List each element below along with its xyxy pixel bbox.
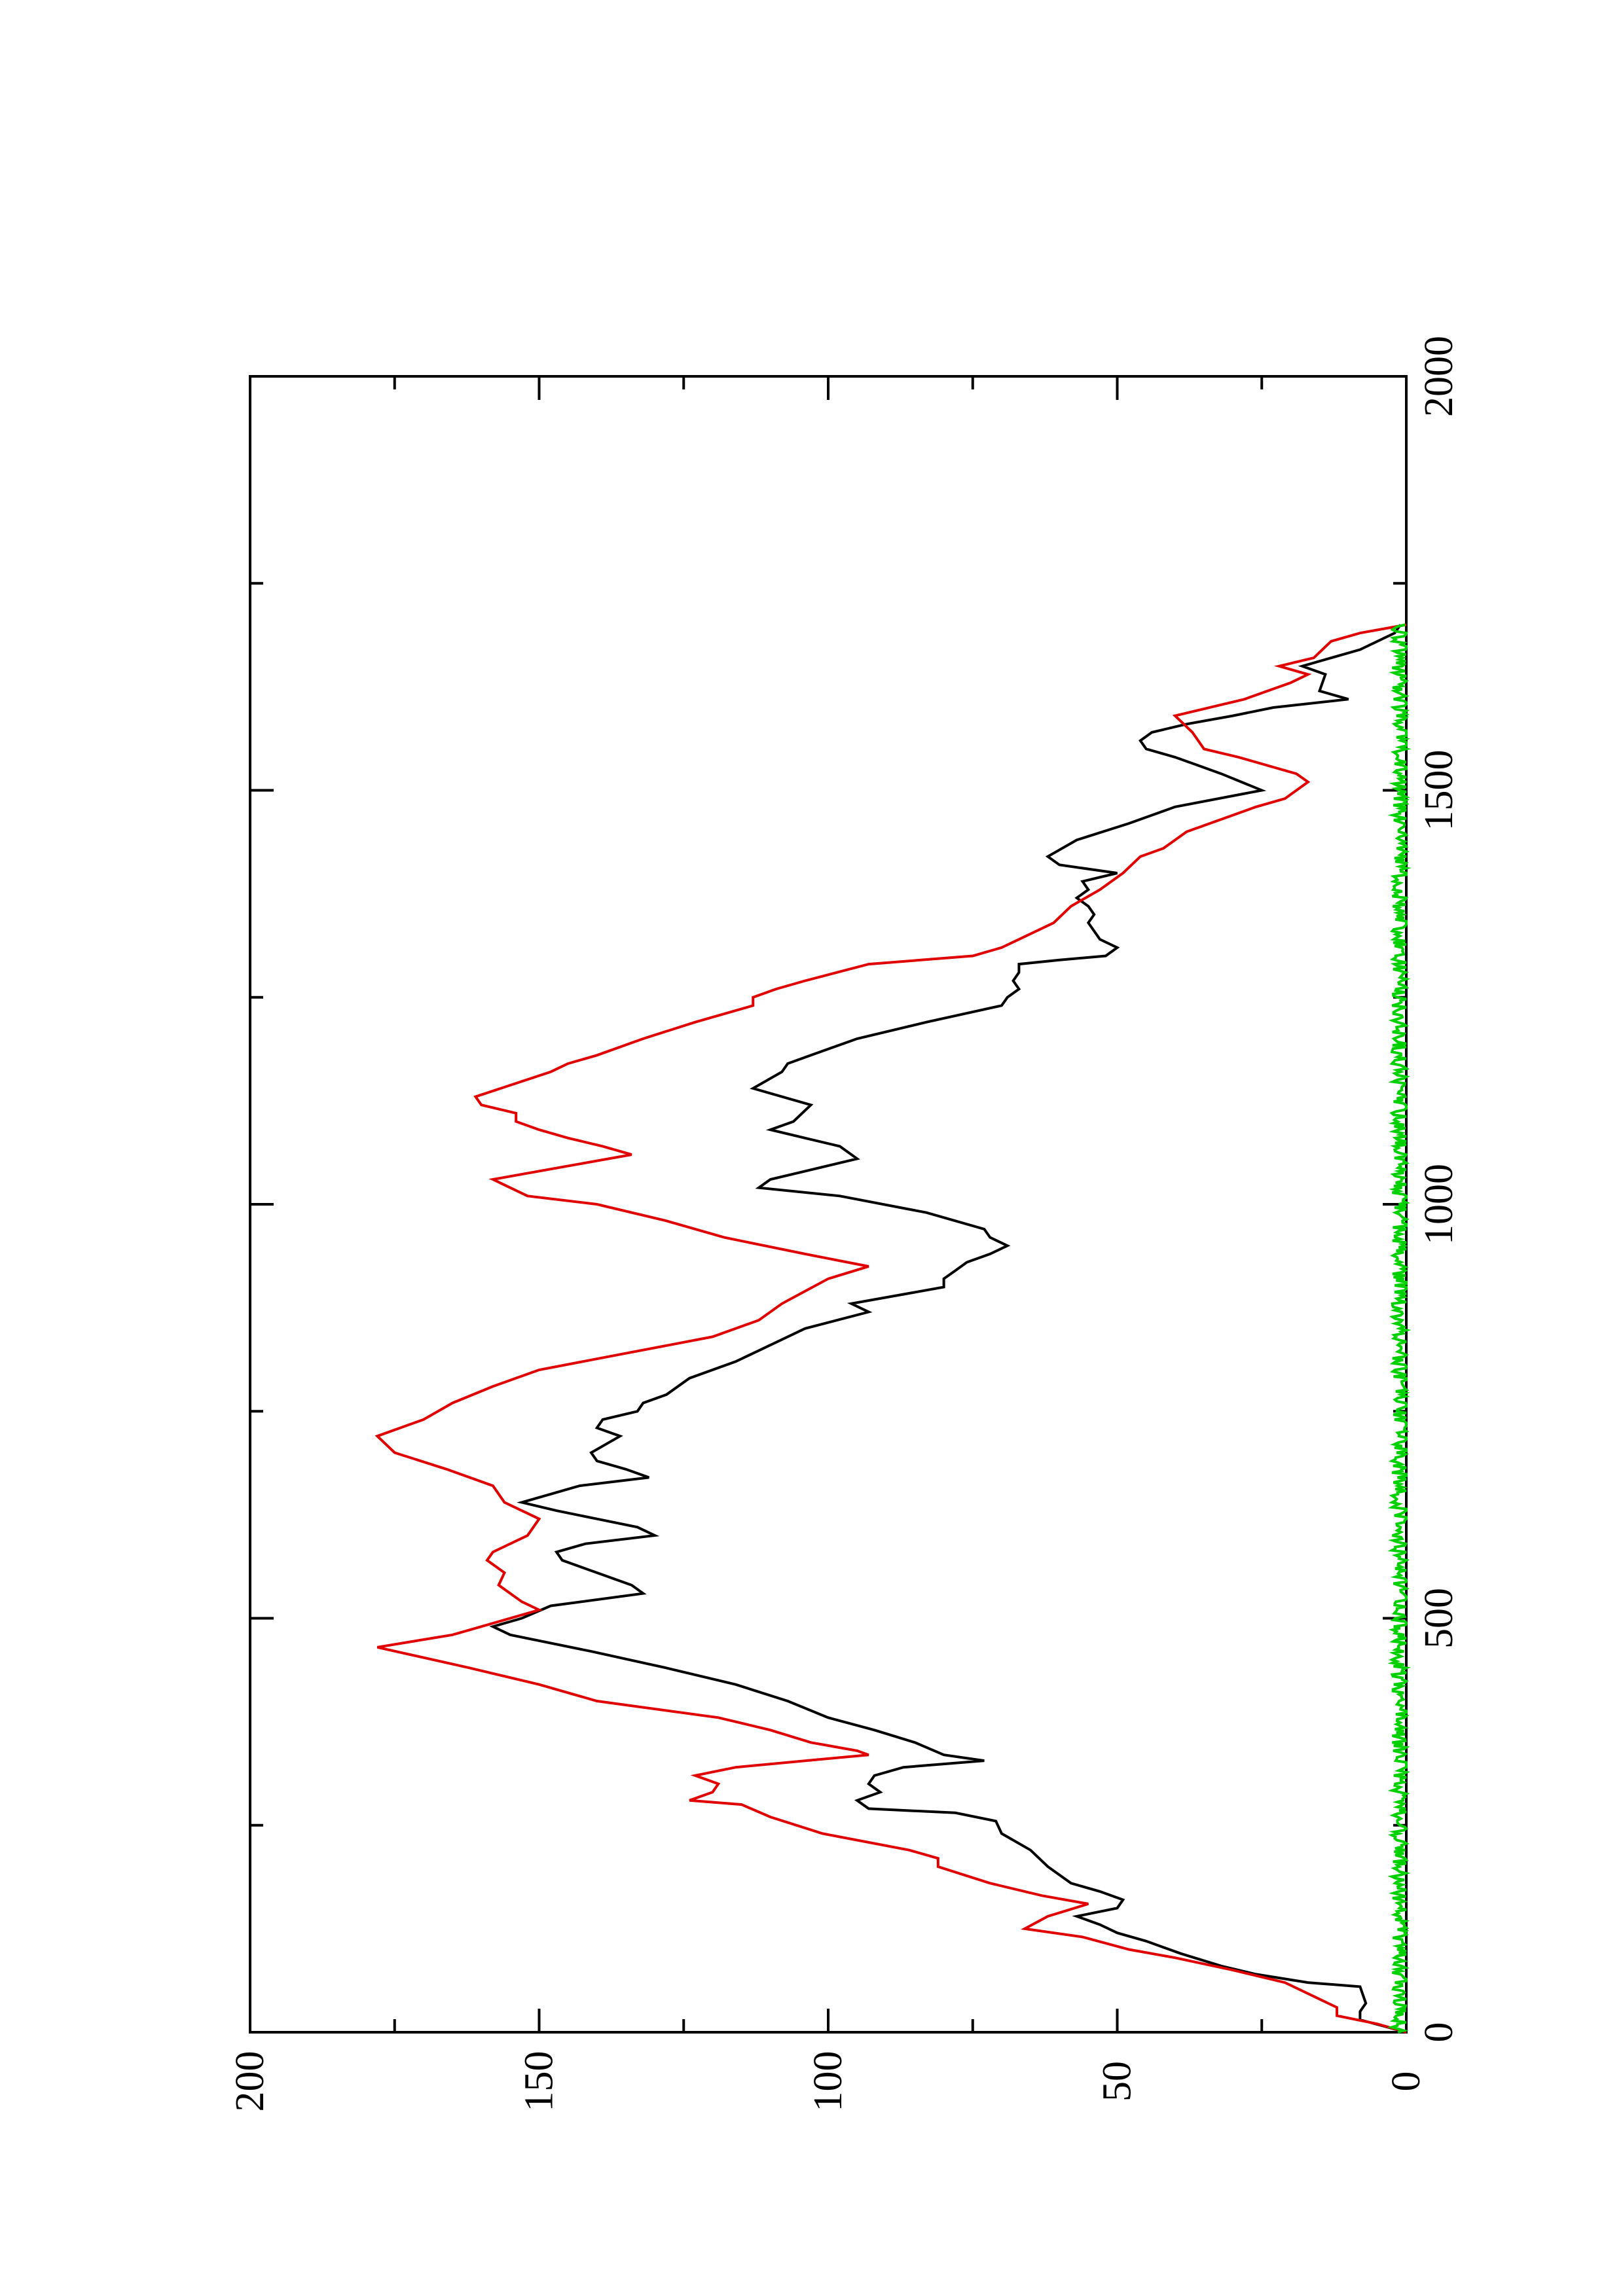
series-line-2 — [1387, 623, 1412, 2034]
y-tick-label: 0 — [1384, 2072, 1429, 2092]
x-tick-label: 2000 — [1417, 336, 1461, 417]
x-tick-label: 500 — [1417, 1588, 1461, 1649]
x-tick-label: 1500 — [1417, 750, 1461, 831]
x-tick-label: 0 — [1417, 2022, 1461, 2043]
plot-area: 0 500 1000 1500 2000 0 50 100 150 200 — [228, 336, 1461, 2112]
series-line-1 — [374, 623, 1407, 2034]
y-tick-label: 100 — [806, 2051, 850, 2112]
x-tick-label: 1000 — [1417, 1164, 1461, 1245]
plot-frame — [249, 375, 1408, 2034]
y-tick-label: 50 — [1095, 2061, 1140, 2102]
y-tick-label: 150 — [517, 2051, 562, 2112]
y-tick-label: 200 — [228, 2051, 272, 2112]
series-line-0 — [489, 624, 1407, 2034]
